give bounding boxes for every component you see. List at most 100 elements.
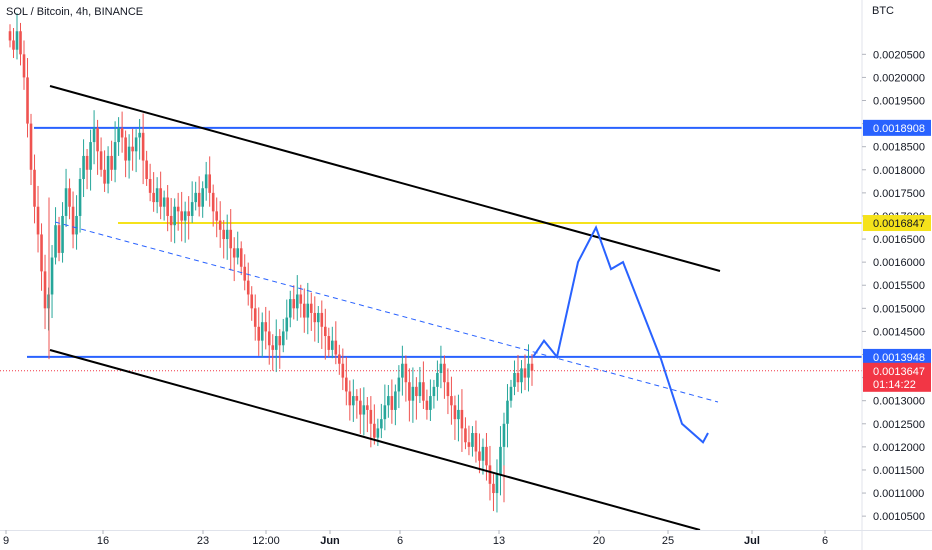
candle-body bbox=[33, 169, 36, 207]
candle-body bbox=[376, 428, 380, 438]
time-axis: 9 16 23 12:00 Jun 6 13 20 25 Jul 6 bbox=[0, 530, 932, 547]
y-tick-label: 0.0020000 bbox=[873, 72, 925, 84]
candle-body bbox=[257, 326, 261, 341]
candle-body bbox=[439, 363, 443, 373]
candle-body bbox=[481, 446, 485, 461]
candle-body bbox=[180, 211, 183, 221]
current-price-badge bbox=[863, 362, 931, 392]
candle-body bbox=[348, 391, 352, 406]
candle-body bbox=[43, 271, 47, 309]
candle-body bbox=[208, 174, 211, 193]
candle-body bbox=[152, 192, 155, 203]
x-tick-label: Jun bbox=[320, 535, 340, 547]
y-tick-label: 0.0018000 bbox=[873, 165, 925, 177]
candle-body bbox=[225, 229, 229, 240]
candle-body bbox=[460, 409, 464, 429]
candle-body bbox=[138, 132, 141, 138]
candle-body bbox=[334, 340, 338, 355]
candle-body bbox=[338, 354, 341, 364]
candle-body bbox=[327, 336, 331, 350]
price-axis: 0.00205000.00200000.00195000.00190000.00… bbox=[861, 0, 931, 550]
candle-body bbox=[316, 312, 320, 323]
candle-body bbox=[57, 225, 61, 253]
candle-body bbox=[523, 368, 527, 378]
candle-body bbox=[492, 483, 495, 494]
x-tick-label: 16 bbox=[97, 535, 109, 547]
level-badge bbox=[863, 215, 931, 232]
candle-body bbox=[246, 280, 250, 295]
candle-body bbox=[103, 169, 106, 184]
candle-body bbox=[148, 179, 152, 193]
candle-body bbox=[26, 77, 29, 124]
projection-path bbox=[532, 225, 709, 444]
candle-body bbox=[513, 372, 516, 387]
candle-body bbox=[222, 229, 226, 240]
countdown-label: 01:14:22 bbox=[873, 379, 916, 391]
level-badge-label: 0.0018908 bbox=[873, 123, 925, 135]
candle-body bbox=[285, 317, 289, 332]
candle-body bbox=[271, 345, 275, 350]
candle-body bbox=[68, 188, 71, 207]
candle-body bbox=[432, 386, 436, 397]
candle-body bbox=[366, 405, 369, 410]
candle-body bbox=[292, 299, 296, 309]
candle-body bbox=[355, 396, 359, 401]
candle-body bbox=[29, 123, 33, 170]
candle-body bbox=[373, 423, 376, 438]
candle-body bbox=[166, 197, 169, 216]
candle-body bbox=[211, 192, 215, 212]
y-tick-label: 0.0017500 bbox=[873, 188, 925, 200]
candle-body bbox=[467, 442, 471, 447]
candle-body bbox=[390, 396, 394, 410]
x-tick-label: 12:00 bbox=[252, 535, 280, 547]
y-tick-label: 0.0011000 bbox=[873, 488, 924, 500]
candle-body bbox=[96, 128, 99, 152]
upper-channel-line bbox=[49, 85, 721, 272]
candle-body bbox=[404, 363, 408, 383]
candle-body bbox=[117, 128, 120, 143]
candle-body bbox=[425, 400, 429, 410]
candles bbox=[8, 13, 534, 513]
candle-body bbox=[313, 312, 317, 323]
x-tick-label: 9 bbox=[3, 535, 9, 547]
candle-body bbox=[341, 363, 345, 378]
candle-body bbox=[352, 396, 355, 406]
candle-body bbox=[82, 155, 85, 180]
candle-body bbox=[331, 340, 334, 350]
candle-body bbox=[281, 331, 285, 346]
candle-body bbox=[520, 368, 523, 383]
candle-body bbox=[71, 206, 75, 235]
candle-body bbox=[509, 386, 513, 401]
candle-body bbox=[464, 428, 467, 443]
candle-body bbox=[299, 294, 303, 304]
candle-body bbox=[387, 396, 390, 406]
candle-body bbox=[12, 40, 15, 50]
candle-body bbox=[131, 146, 134, 152]
candle-body bbox=[19, 31, 22, 55]
candle-body bbox=[530, 363, 534, 371]
candle-body bbox=[229, 229, 233, 249]
y-tick-label: 0.0020500 bbox=[873, 49, 925, 61]
chart-title: SOL / Bitcoin, 4h, BINANCE bbox=[6, 6, 143, 18]
candle-body bbox=[359, 400, 362, 415]
candle-body bbox=[429, 396, 432, 410]
candle-body bbox=[85, 155, 89, 170]
candle-body bbox=[243, 266, 247, 281]
candle-body bbox=[295, 294, 299, 309]
candle-body bbox=[397, 377, 401, 392]
candle-body bbox=[408, 382, 411, 401]
candle-body bbox=[474, 433, 478, 452]
level-badge-label: 0.0016847 bbox=[873, 218, 925, 230]
candle-body bbox=[260, 322, 264, 341]
x-tick-label: Jul bbox=[744, 535, 760, 547]
candle-body bbox=[194, 192, 197, 203]
candle-body bbox=[40, 234, 43, 272]
candle-body bbox=[502, 423, 506, 447]
y-tick-label: 0.0018500 bbox=[873, 142, 925, 154]
x-tick-label: 25 bbox=[662, 535, 674, 547]
candle-body bbox=[278, 336, 282, 346]
candle-body bbox=[89, 142, 92, 170]
candle-body bbox=[64, 188, 68, 216]
y-tick-label: 0.0015500 bbox=[873, 280, 925, 292]
candle-body bbox=[106, 155, 110, 184]
